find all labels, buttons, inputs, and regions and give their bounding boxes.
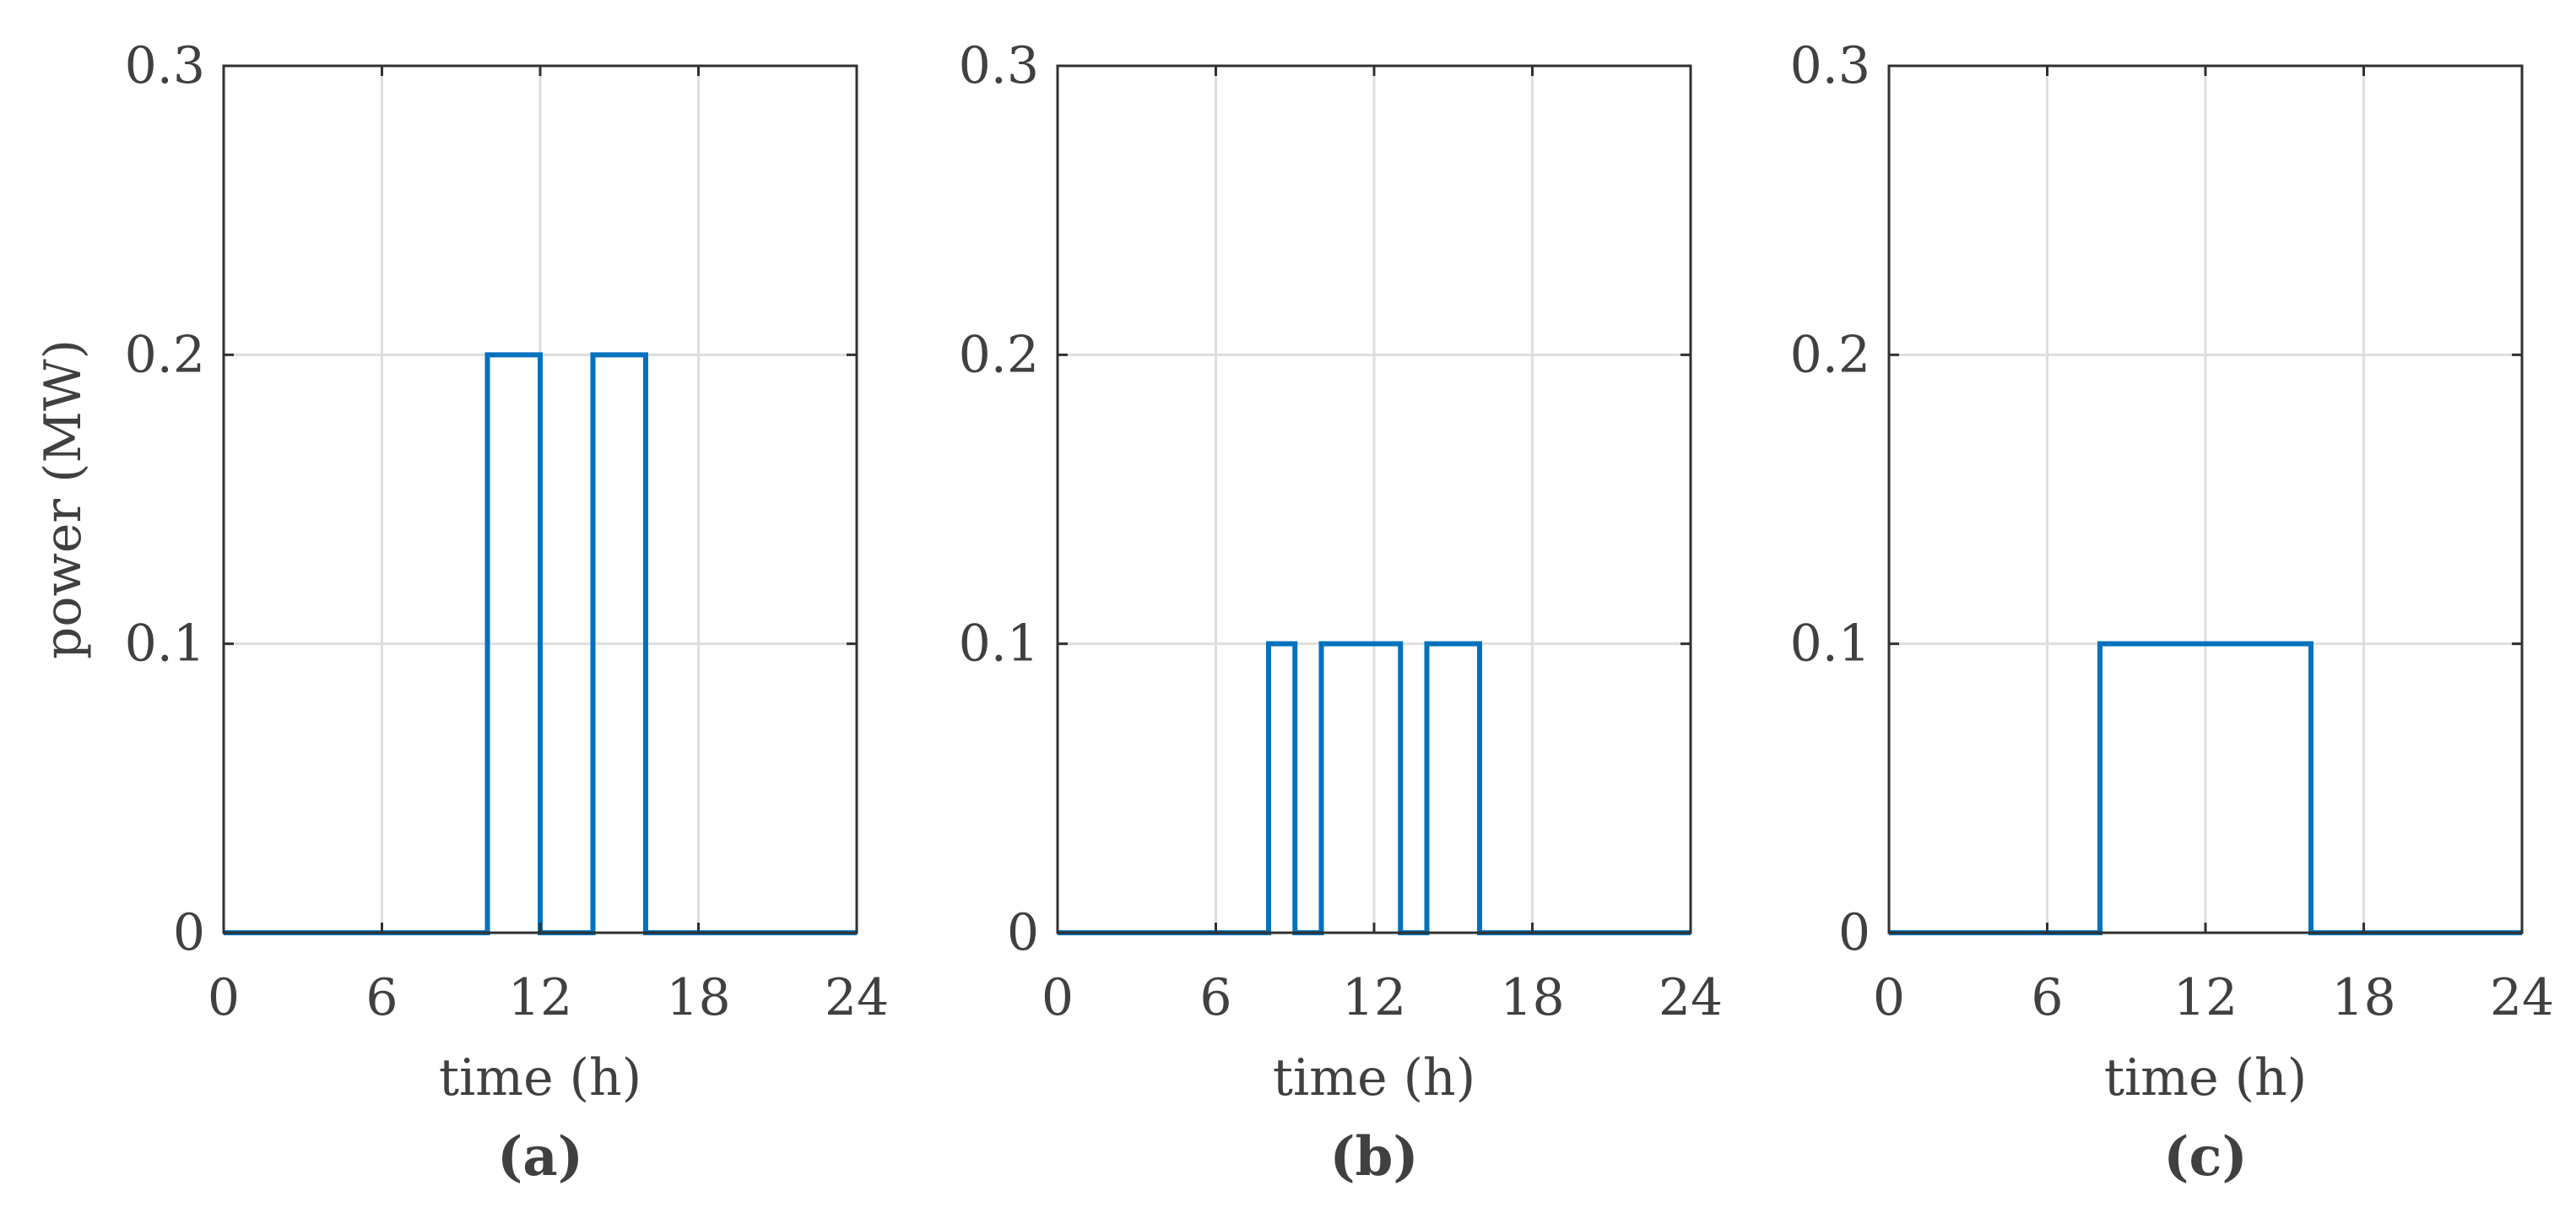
- x-tick-label: 18: [1500, 968, 1564, 1027]
- x-tick-label: 18: [2331, 968, 2395, 1027]
- chart-panel-2: 0 6 12 18 24 0 0.1 0.2 0.3 time (h) (b): [959, 36, 1724, 1189]
- chart-panel-3: 0 6 12 18 24 0 0.1 0.2 0.3 time (h) (c): [1790, 36, 2555, 1189]
- panel-label: (a): [497, 1125, 583, 1189]
- y-tick-label: 0.3: [1790, 36, 1870, 95]
- x-tick-label: 6: [2031, 968, 2063, 1027]
- panel-label: (b): [1329, 1125, 1418, 1189]
- x-axis-label: time (h): [1273, 1048, 1475, 1107]
- y-tick-label: 0.3: [959, 36, 1039, 95]
- x-tick-label: 0: [1873, 968, 1905, 1027]
- x-tick-label: 24: [825, 968, 889, 1027]
- chart-panel-1: 0 6 12 18 24 0 0.1 0.2 0.3 time (h) power (MW) (a): [34, 36, 889, 1189]
- x-tick-label: 24: [1659, 968, 1723, 1027]
- y-tick-label: 0.2: [959, 325, 1039, 384]
- x-axis-label: time (h): [439, 1048, 641, 1107]
- y-tick-label: 0.1: [959, 615, 1039, 674]
- y-tick-label: 0.1: [125, 615, 205, 674]
- x-tick-label: 6: [1199, 968, 1231, 1027]
- x-tick-label: 12: [508, 968, 572, 1027]
- series-line-1: [1058, 641, 1691, 935]
- y-tick-label: 0.3: [125, 36, 205, 95]
- x-tick-label: 18: [666, 968, 730, 1027]
- x-tick-label: 0: [208, 968, 240, 1027]
- x-tick-label: 0: [1042, 968, 1074, 1027]
- y-tick-label: 0.2: [1790, 325, 1870, 384]
- x-tick-label: 12: [2173, 968, 2238, 1027]
- x-tick-label: 24: [2490, 968, 2554, 1027]
- x-axis-label: time (h): [2104, 1048, 2307, 1107]
- x-tick-label: 12: [1342, 968, 1406, 1027]
- y-tick-label: 0: [173, 903, 205, 962]
- y-tick-label: 0: [1838, 903, 1870, 962]
- y-axis-label: power (MW): [34, 339, 93, 659]
- y-tick-label: 0: [1007, 903, 1039, 962]
- x-tick-label: 6: [365, 968, 398, 1027]
- panel-label: (c): [2163, 1125, 2248, 1189]
- y-tick-label: 0.2: [125, 325, 205, 384]
- y-tick-label: 0.1: [1790, 615, 1870, 674]
